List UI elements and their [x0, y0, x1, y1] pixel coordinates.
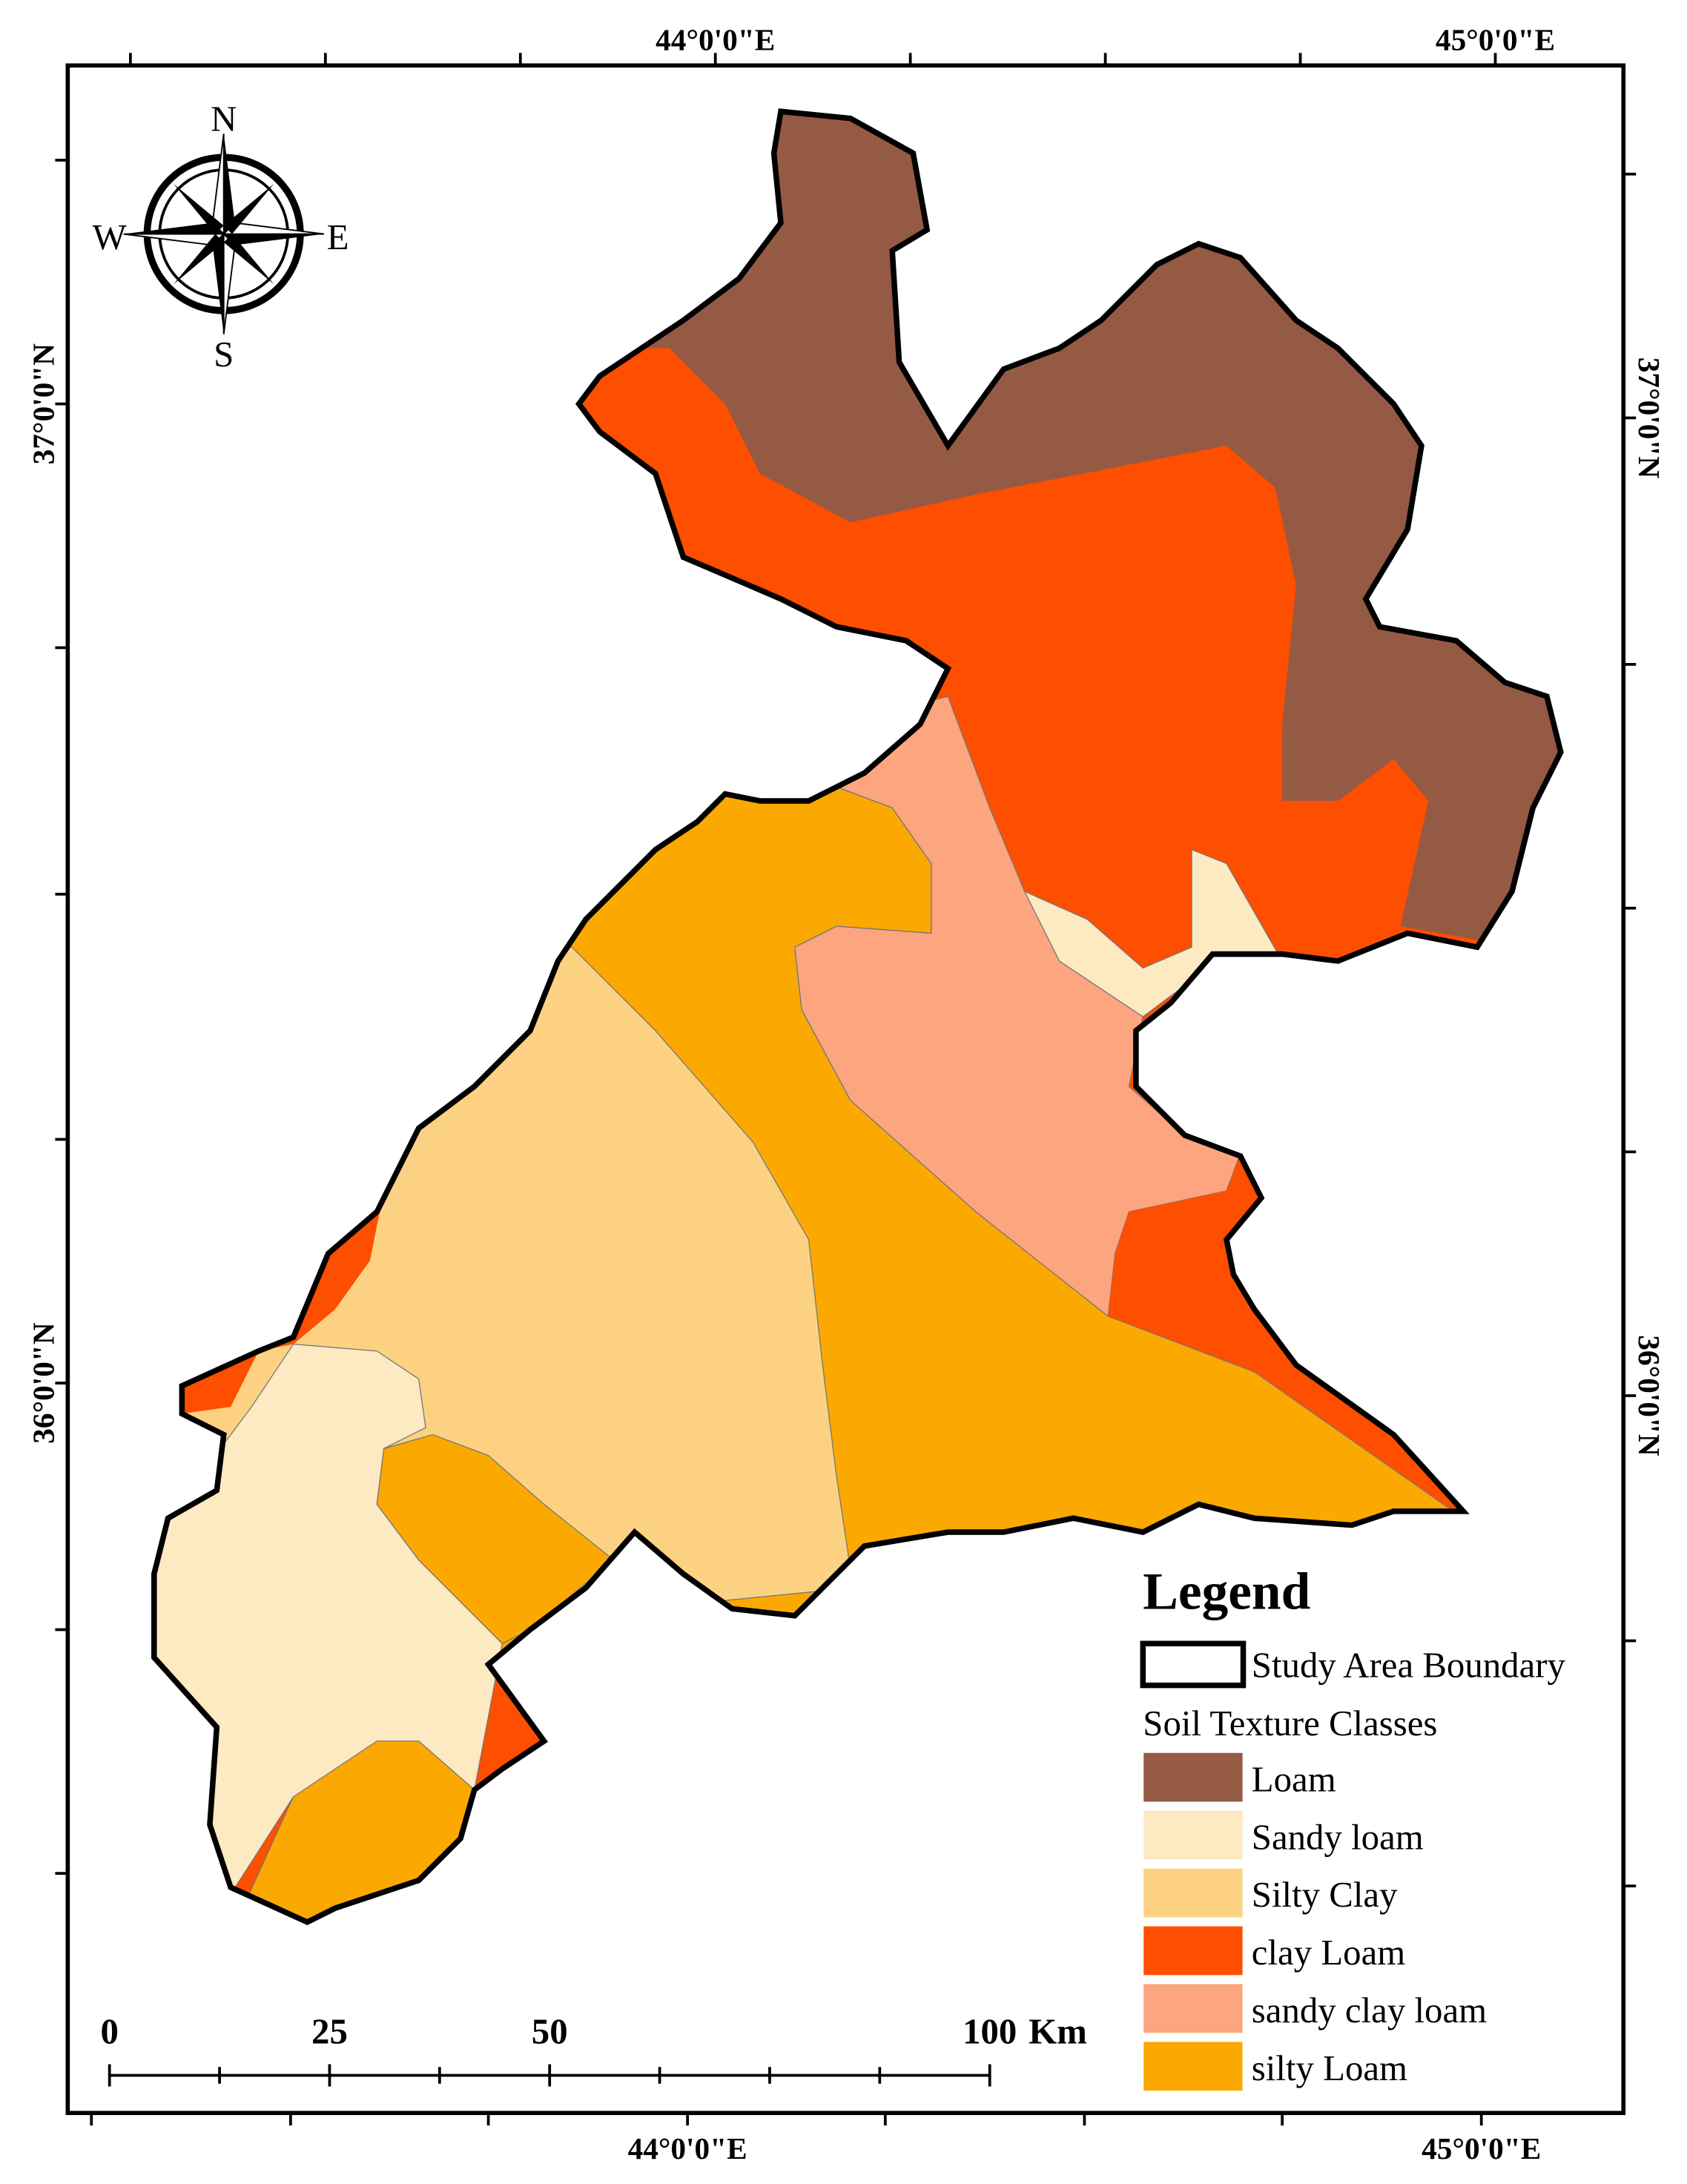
graticule-ticks — [55, 53, 1637, 2126]
frame — [65, 63, 1626, 2116]
scale-labels: 0 25 50 100 Km — [100, 2010, 1087, 2087]
lon-label: 44°0'0"E — [656, 23, 775, 57]
lon-label: 44°0'0"E — [628, 2131, 747, 2165]
legend-swatch — [1142, 1924, 1244, 1977]
compass-s: S — [214, 334, 234, 375]
legend-swatch — [1142, 2040, 1244, 2093]
lat-label: 37°0'0"N — [1632, 357, 1666, 479]
lat-label: 37°0'0"N — [27, 343, 61, 465]
legend-boundary-swatch — [1140, 1640, 1247, 1689]
legend-label: sandy clay loam — [1252, 1990, 1487, 2030]
legend-subtitle: Soil Texture Classes — [1143, 1703, 1437, 1743]
silty-loam-region — [376, 1434, 615, 1645]
legend-label: Sandy loam — [1252, 1816, 1424, 1857]
compass-e: E — [327, 217, 349, 257]
lat-label: 36°0'0"N — [1632, 1335, 1666, 1456]
legend-label: Loam — [1252, 1758, 1336, 1799]
lon-label: 45°0'0"E — [1422, 2131, 1541, 2165]
lon-label: 45°0'0"E — [1436, 23, 1555, 57]
legend-label: Silty Clay — [1252, 1874, 1398, 1915]
scale-label: 100 — [963, 2010, 1017, 2051]
compass-w: W — [93, 217, 127, 257]
scale-label: 0 — [100, 2010, 118, 2051]
lat-label: 36°0'0"N — [27, 1322, 61, 1444]
legend-swatch — [1142, 1867, 1244, 1919]
compass-n: N — [211, 99, 237, 139]
legend-items: Loam Sandy loam Silty Clay clay Loam sandy c… — [1142, 1751, 1487, 2093]
legend-title: Legend — [1143, 1562, 1310, 1620]
legend-swatch — [1142, 1982, 1244, 2035]
scale-label: 25 — [311, 2010, 348, 2051]
scale-unit: Km — [1029, 2010, 1087, 2051]
legend-swatch — [1142, 1751, 1244, 1804]
legend-label: clay Loam — [1252, 1932, 1405, 1973]
scale-label: 50 — [532, 2010, 568, 2051]
legend-label: Study Area Boundary — [1252, 1644, 1566, 1685]
legend-label: silty Loam — [1252, 2048, 1407, 2088]
sandy-loam-region — [1023, 848, 1284, 1017]
legend-swatch — [1142, 1809, 1244, 1861]
compass-rose — [123, 133, 325, 334]
